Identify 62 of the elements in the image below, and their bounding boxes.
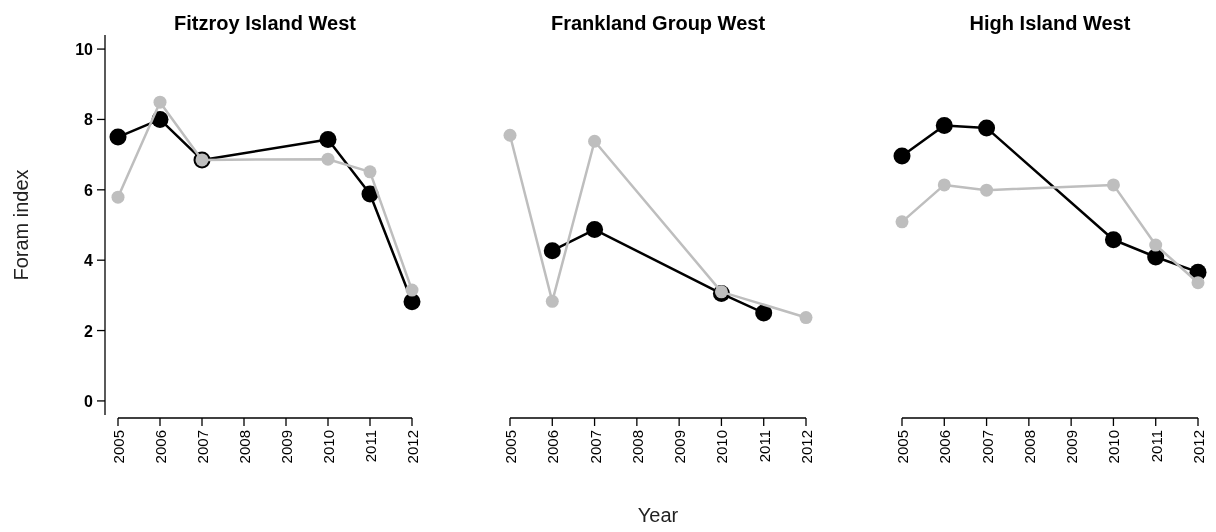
- point: [1147, 248, 1165, 266]
- x-tick-label: 2007: [586, 430, 604, 464]
- point: [714, 285, 728, 299]
- point: [363, 165, 377, 179]
- point: [403, 293, 421, 311]
- chart-title: Fitzroy Island West: [174, 12, 357, 34]
- x-tick-label: 2010: [1105, 430, 1123, 464]
- point: [503, 128, 517, 142]
- x-tick-label: 2005: [894, 430, 911, 464]
- point: [321, 152, 335, 166]
- chart-title: High Island West: [969, 12, 1131, 34]
- point: [978, 119, 996, 137]
- point: [1191, 276, 1205, 290]
- y-axis-title: Foram index: [10, 169, 32, 281]
- x-tick-label: 2009: [1063, 430, 1081, 464]
- point: [1106, 178, 1120, 192]
- x-tick-label: 2010: [713, 430, 731, 464]
- point: [319, 131, 337, 148]
- x-tick-label: 2009: [278, 430, 295, 464]
- point: [588, 134, 602, 148]
- point: [1104, 231, 1122, 249]
- x-tick-label: 2012: [404, 430, 421, 464]
- point: [893, 147, 911, 165]
- point: [937, 178, 951, 192]
- x-tick-label: 2008: [236, 430, 253, 464]
- y-tick-label: 4: [84, 252, 94, 270]
- x-tick-label: 2011: [362, 430, 379, 463]
- y-tick-label: 6: [84, 181, 94, 199]
- point: [980, 183, 994, 197]
- x-tick-label: 2007: [978, 430, 996, 464]
- x-tick-label: 2009: [671, 430, 689, 464]
- y-tick-label: 2: [84, 322, 94, 340]
- point: [1149, 238, 1163, 252]
- x-tick-label: 2010: [320, 430, 337, 464]
- x-axis-title: Year: [637, 504, 679, 526]
- point: [111, 190, 125, 204]
- x-tick-label: 2008: [1020, 430, 1038, 464]
- point: [755, 304, 773, 322]
- point: [586, 221, 604, 239]
- point: [545, 294, 559, 308]
- point: [109, 128, 127, 146]
- x-tick-label: 2005: [502, 430, 519, 464]
- x-tick-label: 2008: [628, 430, 646, 464]
- point: [153, 95, 167, 109]
- y-tick-label: 8: [84, 111, 94, 129]
- x-tick-label: 2005: [110, 430, 127, 464]
- x-tick-label: 2007: [194, 430, 211, 464]
- point: [935, 116, 953, 134]
- x-tick-label: 2011: [1147, 430, 1165, 463]
- y-tick-label: 10: [75, 41, 94, 59]
- point: [405, 283, 419, 297]
- point: [799, 311, 813, 325]
- point: [543, 242, 561, 260]
- x-tick-label: 2006: [152, 430, 169, 464]
- x-tick-label: 2006: [544, 430, 562, 464]
- x-tick-label: 2012: [798, 430, 815, 464]
- y-tick-label: 0: [84, 392, 94, 410]
- x-tick-label: 2011: [755, 430, 773, 463]
- x-tick-label: 2006: [936, 430, 954, 464]
- point: [895, 215, 909, 229]
- x-tick-label: 2012: [1190, 430, 1207, 464]
- chart-title: Frankland Group West: [550, 12, 766, 34]
